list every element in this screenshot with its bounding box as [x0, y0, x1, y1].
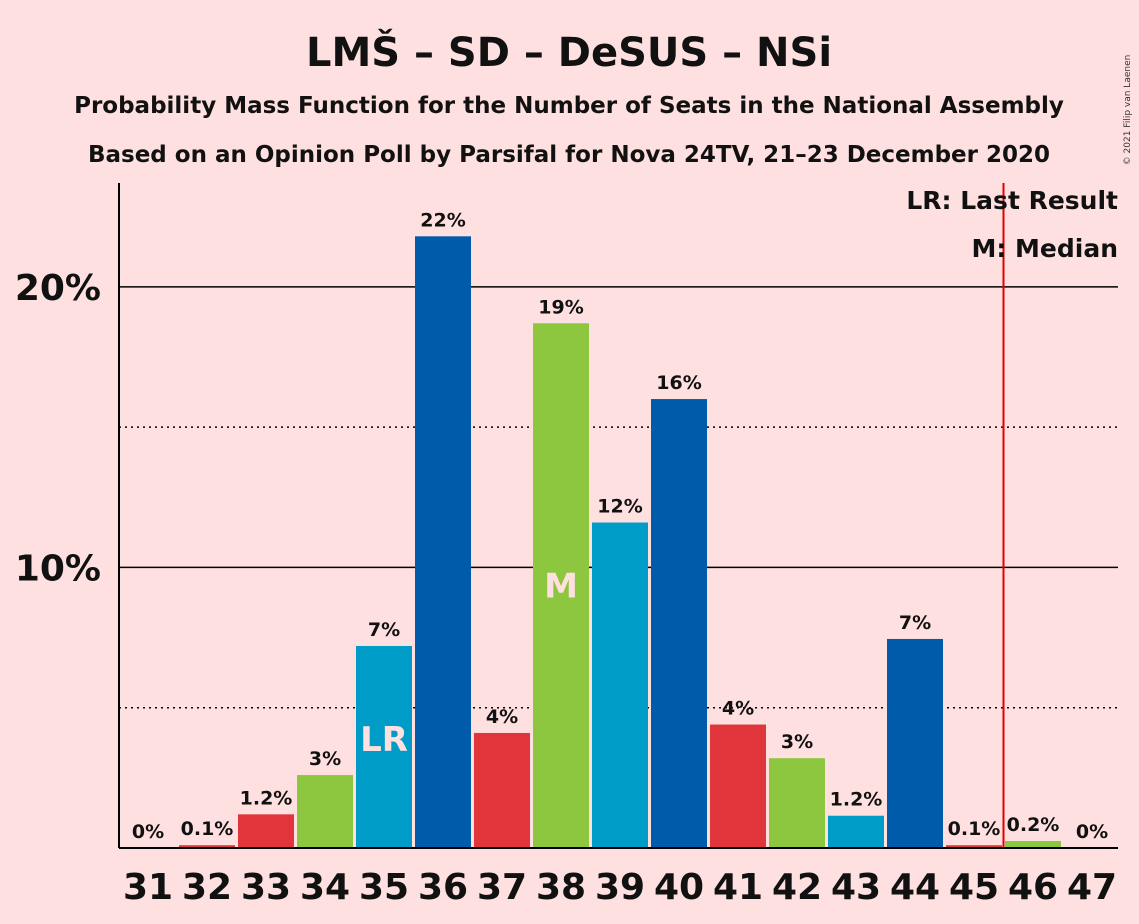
x-tick-label-47: 47: [1067, 867, 1117, 908]
x-tick-label-36: 36: [418, 867, 468, 908]
y-tick-label: 10%: [15, 548, 101, 589]
bar-32: [179, 845, 235, 848]
copyright-notice: © 2021 Filip van Laenen: [1123, 55, 1133, 166]
legend-median: M: Median: [971, 234, 1118, 263]
x-tick-label-34: 34: [300, 867, 350, 908]
data-label-33: 1.2%: [240, 787, 293, 809]
x-tick-label-42: 42: [772, 867, 822, 908]
data-label-40: 16%: [656, 372, 701, 394]
x-tick-label-46: 46: [1008, 867, 1058, 908]
x-tick-label-32: 32: [182, 867, 232, 908]
last-result-marker: LR: [360, 720, 408, 760]
data-label-39: 12%: [597, 496, 642, 518]
data-label-46: 0.2%: [1007, 814, 1060, 836]
data-label-35: 7%: [368, 619, 400, 641]
bar-39: [592, 522, 648, 848]
x-tick-label-41: 41: [713, 867, 763, 908]
chart-subtitle-1: Probability Mass Function for the Number…: [74, 93, 1064, 119]
chart-subtitle-2: Based on an Opinion Poll by Parsifal for…: [88, 142, 1050, 168]
bar-41: [710, 724, 766, 848]
x-tick-label-38: 38: [536, 867, 586, 908]
data-label-38: 19%: [538, 296, 583, 318]
data-label-32: 0.1%: [181, 818, 234, 840]
x-tick-label-40: 40: [654, 867, 704, 908]
bars: 0% 31 0.1% 32 1.2% 33 3% 34 7% 35 22% 36 4% 37 19% 38 12…: [123, 209, 1117, 908]
bar-34: [297, 775, 353, 848]
bar-33: [238, 814, 294, 848]
x-tick-label-44: 44: [890, 867, 940, 908]
overlays: LR M: [360, 183, 1005, 848]
bar-42: [769, 758, 825, 848]
bar-45: [946, 845, 1002, 848]
bar-46: [1005, 840, 1061, 848]
data-label-34: 3%: [309, 748, 341, 770]
y-tick-label: 20%: [15, 268, 101, 309]
bar-36: [415, 236, 471, 848]
data-label-37: 4%: [486, 706, 518, 728]
legend-last-result: LR: Last Result: [906, 186, 1118, 215]
data-label-44: 7%: [899, 612, 931, 634]
data-label-31: 0%: [132, 821, 164, 843]
x-tick-label-43: 43: [831, 867, 881, 908]
data-label-45: 0.1%: [948, 818, 1001, 840]
bar-37: [474, 732, 530, 848]
x-tick-label-39: 39: [595, 867, 645, 908]
chart-title: LMŠ – SD – DeSUS – NSi: [306, 28, 832, 76]
data-label-42: 3%: [781, 731, 813, 753]
bar-38: [533, 323, 589, 848]
data-label-41: 4%: [722, 698, 754, 720]
bar-44: [887, 638, 943, 848]
data-label-47: 0%: [1076, 821, 1108, 843]
x-tick-label-45: 45: [949, 867, 999, 908]
x-tick-label-37: 37: [477, 867, 527, 908]
median-marker: M: [544, 567, 578, 607]
data-label-43: 1.2%: [830, 789, 883, 811]
bar-40: [651, 399, 707, 848]
x-tick-label-33: 33: [241, 867, 291, 908]
bar-43: [828, 815, 884, 848]
x-tick-label-35: 35: [359, 867, 409, 908]
bar-35: [356, 645, 412, 848]
data-label-36: 22%: [420, 209, 465, 231]
x-tick-label-31: 31: [123, 867, 173, 908]
